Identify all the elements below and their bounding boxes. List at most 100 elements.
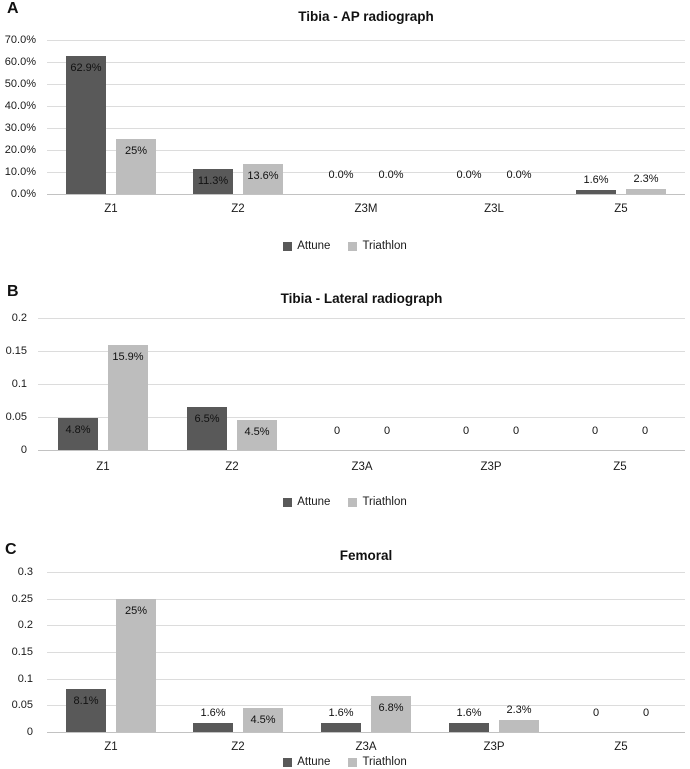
gridline bbox=[47, 625, 685, 626]
gridline bbox=[47, 572, 685, 573]
chart-tibia-lateral-radiograph: B Tibia - Lateral radiograph 0.2 0.15 0.1 0.0… bbox=[0, 260, 690, 520]
category-label-z5: Z5 bbox=[614, 741, 628, 753]
legend: Attune Triathlon bbox=[0, 239, 690, 253]
gridline bbox=[47, 62, 685, 63]
bar-data-label: 15.9% bbox=[112, 351, 144, 363]
gridline bbox=[47, 150, 685, 151]
gridline bbox=[38, 351, 685, 352]
y-axis-tick-label: 0.15 bbox=[5, 345, 27, 357]
legend-entry-attune: Attune bbox=[283, 495, 330, 509]
bar-data-label: 0.0% bbox=[506, 169, 532, 181]
gridline bbox=[38, 318, 685, 319]
bar-data-label: 6.5% bbox=[194, 413, 220, 425]
y-axis-tick-label: 0.3 bbox=[17, 566, 33, 578]
panel-letter: B bbox=[7, 283, 19, 300]
bar-data-label: 0 bbox=[591, 425, 599, 437]
bar-data-label: 2.3% bbox=[633, 173, 659, 185]
bar-data-label: 0 bbox=[641, 425, 649, 437]
legend-entry-attune: Attune bbox=[283, 755, 330, 769]
bar-data-label: 13.6% bbox=[247, 170, 279, 182]
bar-data-label: 25% bbox=[124, 605, 148, 617]
bar-attune-z1 bbox=[66, 689, 106, 732]
chart-title: Tibia - AP radiograph bbox=[298, 9, 434, 24]
chart-title: Tibia - Lateral radiograph bbox=[280, 291, 443, 306]
category-label-z5: Z5 bbox=[614, 203, 628, 215]
y-axis-tick-label: 0.2 bbox=[11, 312, 27, 324]
gridline bbox=[47, 705, 685, 706]
y-axis-tick-label: 0.1 bbox=[17, 673, 33, 685]
chart-tibia-ap-radiograph: A Tibia - AP radiograph 70.0% 60.0% 50.0% 40.… bbox=[0, 0, 690, 260]
bar-triathlon-z2 bbox=[243, 708, 283, 732]
y-axis-tick-label: 10.0% bbox=[4, 166, 36, 178]
gridline bbox=[47, 84, 685, 85]
legend-entry-triathlon: Triathlon bbox=[348, 755, 407, 769]
bar-triathlon-z3p bbox=[499, 720, 539, 732]
panel-letter: A bbox=[7, 0, 19, 17]
x-axis-baseline bbox=[38, 450, 685, 451]
gridline bbox=[47, 599, 685, 600]
x-axis-baseline bbox=[47, 732, 685, 733]
gridline bbox=[38, 417, 685, 418]
bar-triathlon-z3a bbox=[371, 696, 411, 732]
bar-data-label: 0.0% bbox=[378, 169, 404, 181]
gridline bbox=[47, 652, 685, 653]
y-axis-tick-label: 50.0% bbox=[4, 78, 36, 90]
bar-attune-z2 bbox=[193, 723, 233, 732]
bar-data-label: 0.0% bbox=[328, 169, 354, 181]
legend-label-attune: Attune bbox=[297, 756, 331, 768]
gridline bbox=[47, 128, 685, 129]
bar-attune-z5 bbox=[576, 190, 616, 194]
bar-data-label: 0 bbox=[592, 707, 600, 719]
bar-data-label: 1.6% bbox=[200, 707, 226, 719]
x-axis-baseline bbox=[47, 194, 685, 195]
category-label-z3a: Z3A bbox=[355, 741, 377, 753]
bar-data-label: 0 bbox=[512, 425, 520, 437]
bar-triathlon-z1 bbox=[108, 345, 148, 450]
y-axis-tick-label: 0.05 bbox=[5, 411, 27, 423]
y-axis-tick-label: 60.0% bbox=[4, 56, 36, 68]
category-label-z3m: Z3M bbox=[354, 203, 378, 215]
legend-label-triathlon: Triathlon bbox=[362, 756, 407, 768]
legend-entry-triathlon: Triathlon bbox=[348, 239, 407, 253]
y-axis-tick-label: 0.0% bbox=[10, 188, 36, 200]
bar-data-label: 4.8% bbox=[65, 424, 91, 436]
category-label-z5: Z5 bbox=[613, 461, 627, 473]
chart-femoral: C Femoral 0.3 0.25 0.2 0.15 0.1 0.05 0 8.1% 25% Z1 1… bbox=[0, 520, 690, 769]
category-label-z1: Z1 bbox=[104, 203, 118, 215]
category-label-z3l: Z3L bbox=[484, 203, 504, 215]
bar-data-label: 8.1% bbox=[73, 695, 99, 707]
panel-letter: C bbox=[5, 541, 17, 558]
bar-data-label: 4.5% bbox=[244, 426, 270, 438]
category-label-z3a: Z3A bbox=[351, 461, 373, 473]
y-axis-tick-label: 70.0% bbox=[4, 34, 36, 46]
legend-entry-attune: Attune bbox=[283, 239, 330, 253]
bar-triathlon-z5 bbox=[626, 189, 666, 194]
bar-data-label: 0 bbox=[383, 425, 391, 437]
legend-swatch-triathlon-icon bbox=[348, 757, 358, 767]
legend-swatch-attune-icon bbox=[283, 757, 293, 767]
bar-triathlon-z1 bbox=[116, 599, 156, 732]
y-axis-tick-label: 0.1 bbox=[11, 378, 27, 390]
category-label-z3p: Z3P bbox=[483, 741, 505, 753]
gridline bbox=[47, 172, 685, 173]
bar-data-label: 1.6% bbox=[328, 707, 354, 719]
legend-label-attune: Attune bbox=[297, 240, 331, 252]
gridline bbox=[38, 384, 685, 385]
legend-label-triathlon: Triathlon bbox=[362, 240, 407, 252]
gridline bbox=[47, 40, 685, 41]
bar-data-label: 1.6% bbox=[583, 174, 609, 186]
legend-swatch-attune-icon bbox=[283, 497, 293, 507]
category-label-z2: Z2 bbox=[231, 741, 245, 753]
bar-data-label: 6.8% bbox=[378, 702, 404, 714]
category-label-z1: Z1 bbox=[104, 741, 118, 753]
bar-triathlon-z1 bbox=[116, 139, 156, 194]
category-label-z2: Z2 bbox=[231, 203, 245, 215]
legend-label-triathlon: Triathlon bbox=[362, 496, 407, 508]
bar-data-label: 62.9% bbox=[70, 62, 102, 74]
y-axis-tick-label: 40.0% bbox=[4, 100, 36, 112]
gridline bbox=[47, 106, 685, 107]
bar-data-label: 0 bbox=[333, 425, 341, 437]
bar-attune-z3a bbox=[321, 723, 361, 732]
category-label-z3p: Z3P bbox=[480, 461, 502, 473]
